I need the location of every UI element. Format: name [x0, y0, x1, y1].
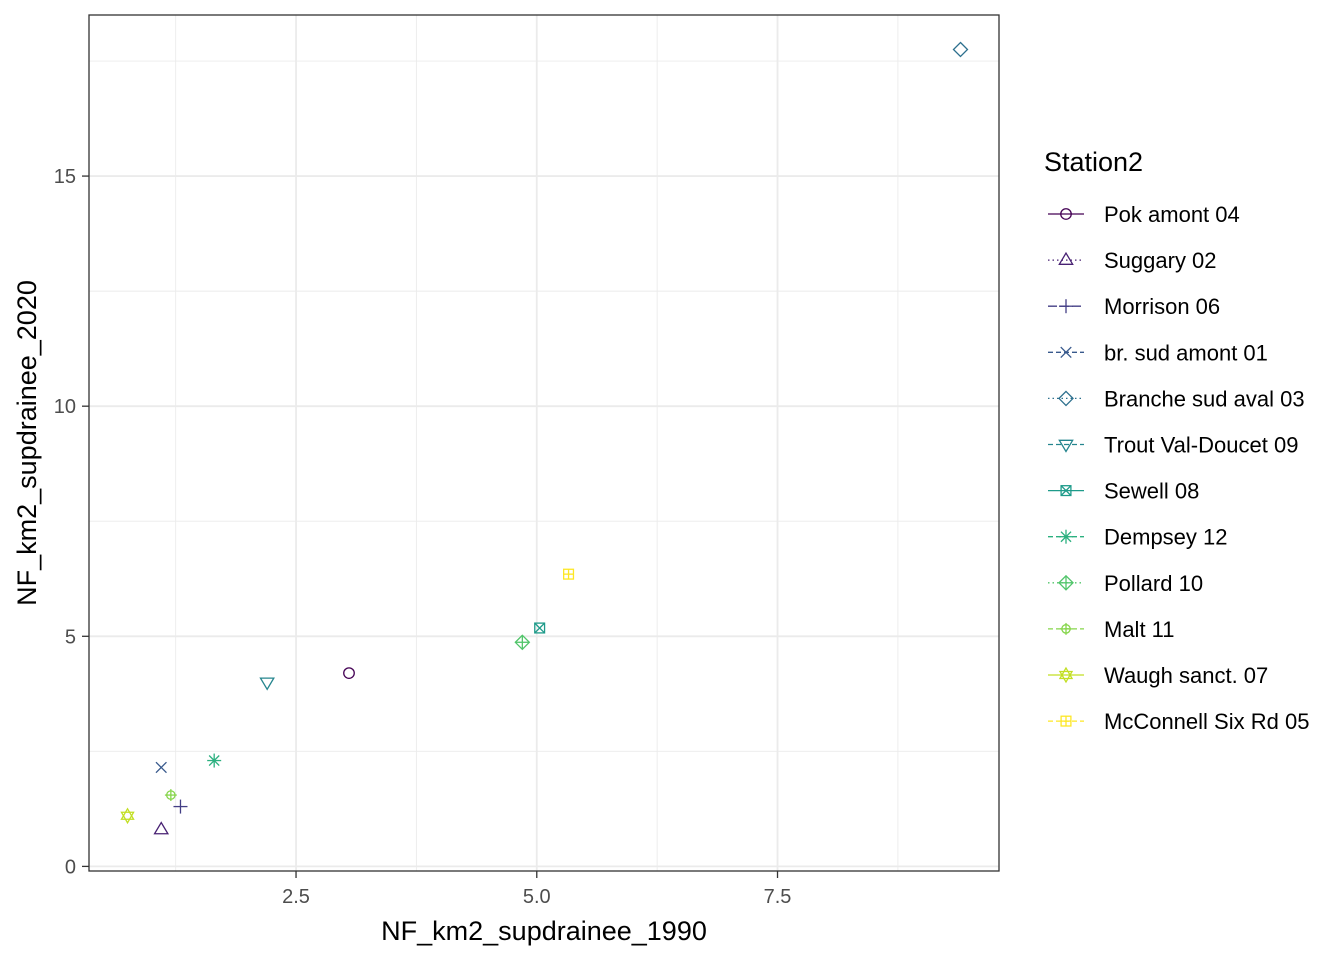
legend-item: McConnell Six Rd 05: [1048, 709, 1309, 734]
data-point: [155, 761, 167, 774]
legend-key-icon: [1059, 299, 1073, 314]
legend-label: Pok amont 04: [1104, 202, 1240, 227]
legend: Station2 Pok amont 04 Suggary 02 Morrison …: [1044, 147, 1309, 734]
x-tick-label: 5.0: [523, 886, 551, 908]
legend-item: Pok amont 04: [1048, 202, 1240, 227]
data-point: [207, 753, 222, 768]
data-point: [514, 634, 531, 651]
data-point: [120, 807, 135, 825]
legend-item: Sewell 08: [1048, 479, 1199, 504]
legend-title: Station2: [1044, 147, 1143, 177]
legend-label: McConnell Six Rd 05: [1104, 709, 1309, 734]
legend-label: Trout Val-Doucet 09: [1104, 433, 1298, 458]
grid-minor: [89, 15, 999, 871]
data-point: [952, 41, 969, 58]
panel-border: [88, 14, 1000, 872]
legend-key-icon: [1060, 715, 1072, 727]
x-tick-label: 7.5: [764, 886, 792, 908]
legend-key-icon: [1060, 622, 1072, 635]
legend-item: Dempsey 12: [1048, 525, 1228, 550]
plot-panel: [88, 14, 1000, 872]
data-point: [259, 677, 275, 691]
legend-label: Morrison 06: [1104, 294, 1220, 319]
data-point: [173, 799, 188, 814]
legend-item: Waugh sanct. 07: [1048, 663, 1268, 688]
legend-label: Branche sud aval 03: [1104, 386, 1305, 411]
legend-key-icon: [1060, 208, 1072, 220]
y-tick-label: 5: [65, 626, 76, 648]
legend-item: Malt 11: [1048, 617, 1175, 642]
x-axis-title: NF_km2_supdrainee_1990: [381, 916, 707, 946]
legend-item: Suggary 02: [1048, 248, 1217, 273]
data-point: [164, 789, 177, 802]
legend-label: Dempsey 12: [1104, 525, 1228, 550]
legend-key-icon: [1060, 346, 1072, 359]
legend-label: Waugh sanct. 07: [1104, 663, 1268, 688]
data-point: [534, 622, 546, 634]
legend-key-icon: [1058, 390, 1074, 407]
y-tick-label: 0: [65, 856, 76, 878]
legend-item: br. sud amont 01: [1048, 340, 1268, 365]
y-axis-title: NF_km2_supdrainee_2020: [12, 280, 42, 606]
legend-item: Pollard 10: [1048, 571, 1203, 596]
grid-major: [89, 15, 999, 871]
legend-label: Suggary 02: [1104, 248, 1217, 273]
legend-item: Morrison 06: [1048, 294, 1220, 319]
data-point: [343, 667, 355, 680]
legend-key-icon: [1059, 529, 1073, 544]
legend-key-icon: [1058, 439, 1074, 453]
legend-key-icon: [1058, 666, 1074, 684]
data-point: [563, 568, 575, 580]
legend-item: Branche sud aval 03: [1048, 386, 1305, 411]
legend-label: Malt 11: [1104, 617, 1175, 642]
y-axis: 0 5 10 15: [54, 166, 89, 878]
legend-key-icon: [1060, 485, 1072, 497]
legend-items: Pok amont 04 Suggary 02 Morrison 06 br. sud…: [1048, 202, 1309, 734]
legend-label: Sewell 08: [1104, 479, 1199, 504]
y-tick-label: 15: [54, 166, 76, 188]
panel-background: [89, 15, 999, 871]
legend-label: Pollard 10: [1104, 571, 1203, 596]
legend-label: br. sud amont 01: [1104, 340, 1268, 365]
data-point: [153, 821, 170, 835]
legend-item: Trout Val-Doucet 09: [1048, 433, 1298, 458]
x-tick-label: 2.5: [282, 886, 310, 908]
legend-key-icon: [1058, 574, 1074, 591]
y-tick-label: 10: [54, 396, 76, 418]
data-points: [120, 41, 969, 835]
x-axis: 2.5 5.0 7.5: [282, 871, 791, 908]
legend-key-icon: [1058, 251, 1074, 265]
